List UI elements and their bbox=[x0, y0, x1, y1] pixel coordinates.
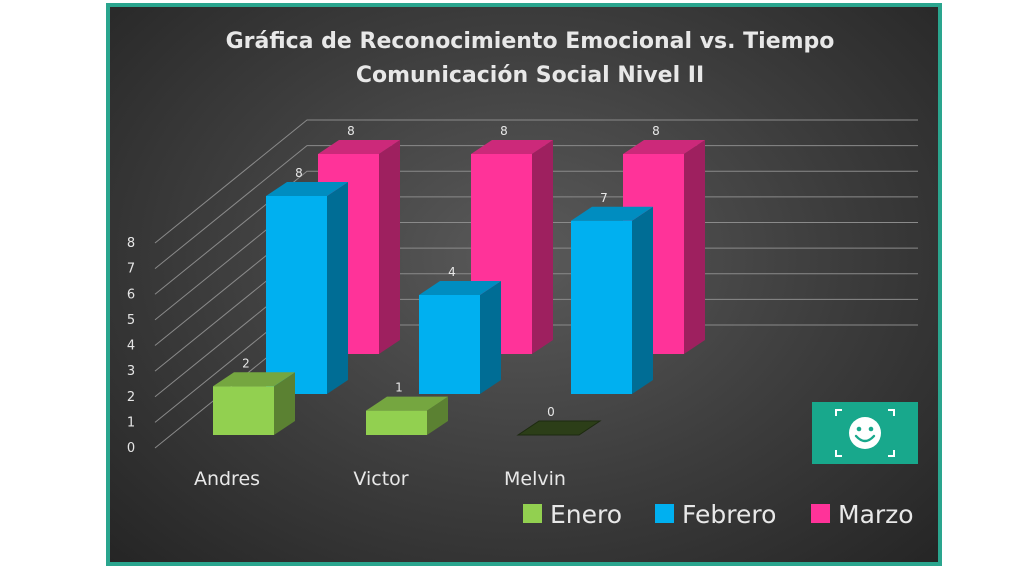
bar-enero-melvin bbox=[516, 420, 602, 436]
y-tick-label: 7 bbox=[127, 262, 135, 277]
legend-swatch bbox=[655, 504, 674, 523]
legend-label: Marzo bbox=[838, 500, 914, 529]
legend-label: Febrero bbox=[682, 500, 776, 529]
bar-febrero-victor bbox=[419, 281, 501, 394]
data-label: 2 bbox=[242, 356, 250, 370]
data-label: 4 bbox=[448, 265, 456, 279]
data-label: 8 bbox=[652, 124, 660, 138]
category-label: Victor bbox=[353, 468, 408, 490]
category-label: Melvin bbox=[504, 468, 566, 490]
legend-label: Enero bbox=[550, 500, 622, 529]
data-label: 7 bbox=[600, 191, 608, 205]
data-label: 8 bbox=[295, 166, 303, 180]
gridline bbox=[154, 119, 918, 244]
chart-title-line-2: Comunicación Social Nivel II bbox=[356, 63, 704, 88]
data-label: 8 bbox=[500, 124, 508, 138]
logo-badge bbox=[812, 402, 918, 464]
smiley-face-icon bbox=[835, 409, 895, 457]
bar-enero-victor bbox=[366, 396, 448, 435]
data-label: 1 bbox=[395, 381, 403, 395]
y-axis-ticks: 0 1 2 3 4 5 6 7 8 bbox=[127, 236, 135, 456]
category-label: Andres bbox=[194, 468, 260, 490]
y-tick-label: 8 bbox=[127, 236, 135, 251]
y-tick-label: 4 bbox=[127, 339, 135, 354]
y-tick-label: 2 bbox=[127, 390, 135, 405]
chart-svg: Gráfica de Reconocimiento Emocional vs. … bbox=[127, 29, 918, 529]
category-labels: Andres Victor Melvin bbox=[194, 468, 566, 490]
y-tick-label: 1 bbox=[127, 415, 135, 430]
y-tick-label: 0 bbox=[127, 441, 135, 456]
bar-febrero-melvin bbox=[571, 206, 653, 394]
y-tick-label: 6 bbox=[127, 287, 135, 302]
y-tick-label: 5 bbox=[127, 313, 135, 328]
chart-frame: Gráfica de Reconocimiento Emocional vs. … bbox=[106, 3, 942, 566]
gridline bbox=[154, 170, 918, 295]
data-label: 8 bbox=[347, 124, 355, 138]
gridline bbox=[154, 145, 918, 270]
bar-enero-andres bbox=[213, 372, 295, 435]
y-tick-label: 3 bbox=[127, 364, 135, 379]
legend-swatch bbox=[523, 504, 542, 523]
legend: Enero Febrero Marzo bbox=[523, 500, 914, 529]
chart-title-line-1: Gráfica de Reconocimiento Emocional vs. … bbox=[226, 29, 835, 54]
data-label: 0 bbox=[547, 405, 555, 419]
legend-swatch bbox=[811, 504, 830, 523]
bar-marzo-melvin bbox=[623, 140, 705, 354]
bar-febrero-andres bbox=[266, 182, 348, 394]
bars: 8 8 8 8 4 7 2 1 0 bbox=[213, 124, 705, 436]
